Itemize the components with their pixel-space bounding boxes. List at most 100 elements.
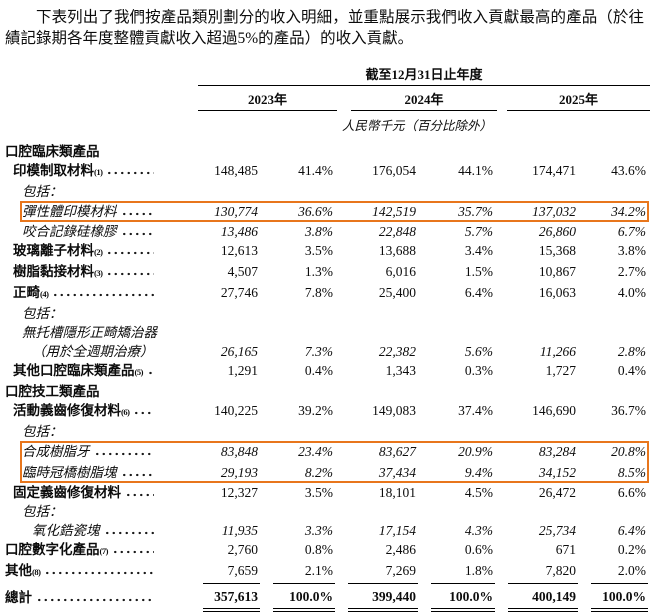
amount-cell: 149,083	[372, 403, 416, 418]
amount-cell: 7,269	[385, 563, 416, 578]
amount-cell: 146,690	[532, 403, 576, 418]
row-label-cell: 包括：	[0, 182, 190, 201]
currency-unit-note: 人民幣千元（百分比除外）	[341, 119, 492, 133]
row-label-cell: 咬合記錄硅橡膠	[0, 222, 190, 241]
amount-cell: 18,101	[378, 485, 416, 500]
leader-dots	[125, 493, 154, 497]
table-row: 活動義齒修復材料 (6) 140,225 39.2% 149,083 37.4% 146,6…	[0, 401, 650, 422]
percent-cell: 4.5%	[464, 485, 493, 500]
amount-cell: 399,440	[348, 583, 418, 612]
footnote-ref: (6)	[121, 407, 130, 417]
amount-cell: 1,343	[385, 363, 416, 378]
amount-cell: 29,193	[220, 465, 258, 480]
amount-cell: 26,165	[220, 344, 258, 359]
row-label: 玻璃離子材料	[13, 243, 94, 258]
percent-cell: 6.6%	[617, 485, 646, 500]
percent-cell: 2.1%	[304, 563, 333, 578]
table-row: 無托槽隱形正畸矯治器	[0, 323, 650, 342]
amount-cell: 26,860	[538, 224, 576, 239]
row-label: 口腔技工類產品	[5, 384, 100, 399]
row-label-cell: 其他口腔臨床類產品 (5)	[0, 361, 190, 382]
footnote-ref: (1)	[94, 167, 103, 177]
percent-cell: 7.8%	[304, 285, 333, 300]
amount-cell: 10,867	[538, 264, 576, 279]
highlight-box: 合成樹脂牙 83,848 23.4% 83,627 20.9% 83,284 20.8% 臨時…	[0, 441, 650, 483]
percent-cell: 4.0%	[617, 285, 646, 300]
table-row: 印模制取材料 (1) 148,485 41.4% 176,054 44.1% 174,471…	[0, 161, 650, 182]
row-label: 包括：	[22, 306, 63, 321]
leader-dots	[36, 598, 154, 602]
amount-cell: 25,400	[378, 285, 416, 300]
row-label-cell: 彈性體印模材料	[0, 201, 190, 222]
footnote-ref: (4)	[40, 289, 49, 299]
percent-cell: 100.0%	[431, 583, 495, 612]
table-row: 包括：	[0, 182, 650, 201]
percent-cell: 44.1%	[458, 163, 493, 178]
table-row: 口腔數字化產品 (7) 2,760 0.8% 2,486 0.6% 671 0.2%	[0, 540, 650, 561]
amount-cell: 37,434	[378, 465, 416, 480]
amount-cell: 27,746	[220, 285, 258, 300]
amount-cell: 83,284	[538, 444, 576, 459]
row-label: 包括：	[22, 184, 63, 199]
leader-dots	[133, 411, 154, 415]
amount-cell: 26,472	[538, 485, 576, 500]
percent-cell: 4.3%	[464, 523, 493, 538]
percent-cell: 20.9%	[458, 444, 493, 459]
percent-cell: 3.4%	[464, 243, 493, 258]
amount-cell: 6,016	[385, 264, 416, 279]
footnote-ref: (5)	[134, 367, 144, 377]
percent-cell: 8.2%	[304, 465, 333, 480]
table-row: 其他口腔臨床類產品 (5) 1,291 0.4% 1,343 0.3% 1,727 0.4%	[0, 361, 650, 382]
amount-cell: 1,727	[545, 363, 576, 378]
percent-cell: 37.4%	[458, 403, 493, 418]
amount-cell: 12,613	[220, 243, 258, 258]
row-label: 彈性體印模材料	[22, 204, 117, 219]
table-row: 臨時冠橋樹脂塊 29,193 8.2% 37,434 9.4% 34,152 8.5%	[0, 462, 650, 483]
row-label: 口腔數字化產品	[5, 542, 100, 557]
row-label: 合成樹脂牙	[22, 444, 90, 459]
intro-paragraph: 下表列出了我們按產品類別劃分的收入明細，並重點展示我們收入貢獻最高的產品（於往績…	[5, 9, 644, 47]
highlight-box: 彈性體印模材料 130,774 36.6% 142,519 35.7% 137,032 34…	[0, 201, 650, 222]
percent-cell: 1.3%	[304, 264, 333, 279]
amount-cell: 7,659	[227, 563, 258, 578]
amount-cell: 137,032	[532, 204, 576, 219]
row-label-cell: 臨時冠橋樹脂塊	[0, 462, 190, 483]
percent-cell: 100.0%	[591, 583, 648, 612]
row-label-cell: 樹脂黏接材料 (3)	[0, 262, 190, 283]
leader-dots	[52, 293, 154, 297]
row-label-cell: 口腔技工類產品	[0, 382, 190, 401]
amount-cell: 12,327	[220, 485, 258, 500]
percent-cell: 9.4%	[464, 465, 493, 480]
leader-dots	[106, 171, 154, 175]
table-header: 截至12月31日止年度 2023年 2024年 2025年 人民幣千元（百分比除…	[190, 64, 650, 134]
table-row: 彈性體印模材料 130,774 36.6% 142,519 35.7% 137,032 34…	[0, 201, 650, 222]
amount-cell: 22,848	[378, 224, 416, 239]
amount-cell: 176,054	[372, 163, 416, 178]
percent-cell: 41.4%	[298, 163, 333, 178]
table-row: 固定義齒修復材料 12,327 3.5% 18,101 4.5% 26,472 6.6%	[0, 483, 650, 502]
amount-cell: 15,368	[538, 243, 576, 258]
row-label-cell: 包括：	[0, 502, 190, 521]
row-label: 無托槽隱形正畸矯治器	[22, 325, 157, 340]
row-label-cell: （用於全週期治療）	[0, 342, 190, 361]
percent-cell: 35.7%	[458, 204, 493, 219]
leader-dots	[146, 371, 154, 375]
table-row: （用於全週期治療） 26,165 7.3% 22,382 5.6% 11,266 2.8%	[0, 342, 650, 361]
amount-cell: 130,774	[214, 204, 258, 219]
row-label: 活動義齒修復材料	[13, 403, 121, 418]
amount-cell: 140,225	[214, 403, 258, 418]
amount-cell: 2,760	[227, 542, 258, 557]
row-label: 口腔臨床類產品	[5, 144, 100, 159]
leader-dots	[106, 251, 154, 255]
table-row: 合成樹脂牙 83,848 23.4% 83,627 20.9% 83,284 20.8%	[0, 441, 650, 462]
percent-cell: 6.4%	[464, 285, 493, 300]
percent-cell: 6.7%	[617, 224, 646, 239]
percent-cell: 36.6%	[298, 204, 333, 219]
row-label-cell: 玻璃離子材料 (2)	[0, 241, 190, 262]
row-label: 其他口腔臨床類產品	[13, 363, 135, 378]
amount-cell: 148,485	[214, 163, 258, 178]
amount-cell: 34,152	[538, 465, 576, 480]
leader-dots	[111, 550, 154, 554]
table-row: 包括：	[0, 422, 650, 441]
table-row: 包括：	[0, 502, 650, 521]
